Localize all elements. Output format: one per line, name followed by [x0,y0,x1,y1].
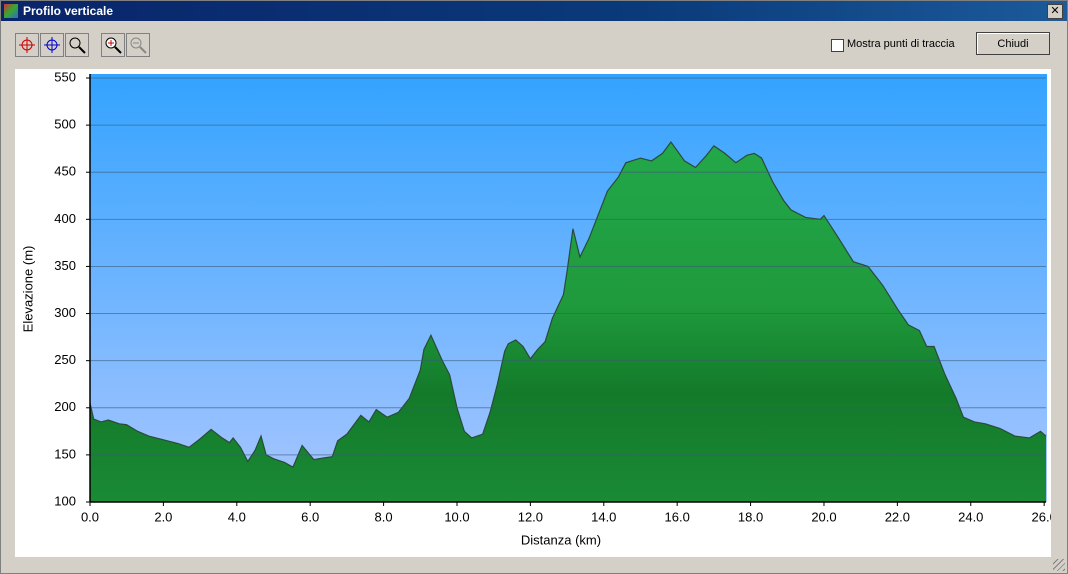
x-tick-label: 8.0 [375,509,393,524]
close-button[interactable]: ✕ [1047,4,1063,19]
x-tick-label: 18.0 [738,509,763,524]
button-label: Chiudi [997,38,1029,50]
y-tick-label: 250 [54,352,76,367]
y-tick-label: 500 [54,117,76,132]
x-tick-label: 20.0 [811,509,836,524]
x-tick-label: 16.0 [665,509,690,524]
y-tick-label: 300 [54,305,76,320]
elevation-area [90,142,1046,502]
x-tick-label: 12.0 [518,509,543,524]
tool-cursor-blue[interactable] [40,33,64,57]
elevation-outline [90,141,1047,468]
window-title: Profilo verticale [23,4,114,18]
x-tick-label: 2.0 [154,509,172,524]
tool-cursor-red[interactable] [15,33,39,57]
x-tick-label: 26.0 [1032,509,1051,524]
x-tick-label: 22.0 [885,509,910,524]
tool-zoom-out[interactable] [126,33,150,57]
y-tick-label: 350 [54,258,76,273]
y-tick-label: 550 [54,69,76,84]
y-tick-label: 450 [54,164,76,179]
checkbox[interactable] [831,39,844,52]
x-tick-label: 0.0 [81,509,99,524]
x-tick-label: 4.0 [228,509,246,524]
close-dialog-button[interactable]: Chiudi [976,32,1050,55]
y-tick-label: 200 [54,399,76,414]
x-tick-label: 6.0 [301,509,319,524]
checkbox-label: Mostra punti di traccia [847,38,955,50]
title-bar: Profilo verticale ✕ [1,1,1067,21]
y-tick-label: 100 [54,493,76,508]
area-group [90,141,1047,502]
chart: Distanza (km) Elevazione (m) 100 150 200 25… [15,69,1051,557]
resize-grip[interactable] [1053,559,1065,571]
tool-zoom-in[interactable] [101,33,125,57]
x-tick-label: 24.0 [958,509,983,524]
x-tick-label: 10.0 [444,509,469,524]
x-axis-title: Distanza (km) [521,532,601,547]
app-icon [4,4,18,18]
x-tick-label: 14.0 [591,509,616,524]
y-axis-title: Elevazione (m) [20,246,35,333]
y-tick-label: 150 [54,446,76,461]
y-tick-label: 400 [54,211,76,226]
tool-zoom-box[interactable] [65,33,89,57]
